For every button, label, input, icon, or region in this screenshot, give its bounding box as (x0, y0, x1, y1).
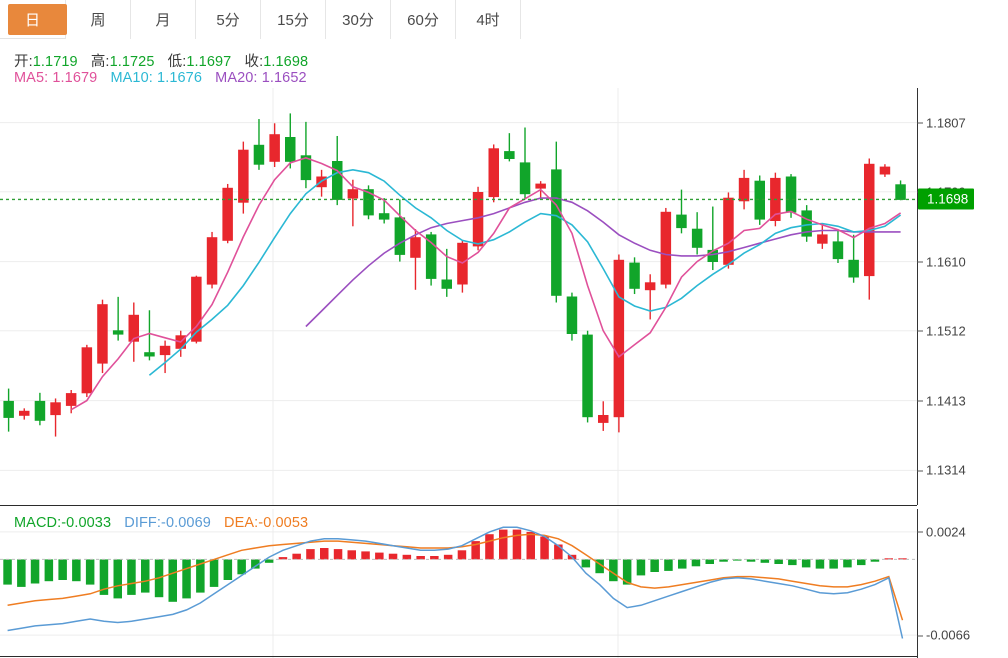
ma5-value: 1.1679 (52, 70, 98, 86)
tab-4hour[interactable]: 4时 (456, 0, 521, 39)
tab-60min-label: 60分 (407, 12, 439, 29)
tab-60min[interactable]: 60分 (391, 0, 456, 39)
macd-legend: MACD:-0.0033 DIFF:-0.0069 DEA:-0.0053 (14, 515, 308, 531)
tab-5min-label: 5分 (216, 12, 240, 29)
macd-svg (0, 509, 917, 658)
low-value: 1.1697 (186, 54, 232, 70)
macd-axis-line (917, 509, 918, 658)
main-panel-bottom-border (0, 505, 917, 506)
candlestick-chart[interactable] (0, 88, 917, 505)
price-tick: 1.1512 (917, 323, 966, 338)
ohlc-legend: 开:1.1719 高:1.1725 低:1.1697 收:1.1698 (14, 50, 308, 71)
ma20-value: 1.1652 (261, 70, 307, 86)
open-value: 1.1719 (32, 54, 78, 70)
tab-30min[interactable]: 30分 (326, 0, 391, 39)
dea-value: -0.0053 (258, 515, 309, 531)
price-tick: 1.1807 (917, 115, 966, 130)
tab-day-label: 日 (24, 12, 40, 29)
ma-legend: MA5: 1.1679 MA10: 1.1676 MA20: 1.1652 (14, 70, 307, 86)
high-value: 1.1725 (109, 54, 155, 70)
price-tick: 1.1610 (917, 254, 966, 269)
tab-day[interactable]: 日 (0, 0, 67, 39)
price-tick: 1.1413 (917, 393, 966, 408)
tab-week-label: 周 (90, 12, 106, 29)
close-label: 收: (244, 54, 264, 70)
open-label: 开: (14, 54, 33, 70)
price-axis-line (917, 88, 918, 505)
ma5-label: MA5: (14, 70, 49, 86)
tab-15min[interactable]: 15分 (261, 0, 326, 39)
tab-week[interactable]: 周 (66, 0, 131, 39)
macd-value: -0.0033 (61, 515, 112, 531)
macd-panel-bottom-border (0, 656, 917, 657)
price-tick: 1.1314 (917, 463, 966, 478)
diff-value: -0.0069 (161, 515, 211, 531)
tab-30min-label: 30分 (342, 12, 374, 29)
high-label: 高: (90, 54, 110, 70)
low-label: 低: (167, 54, 187, 70)
current-price-badge: 1.1698 (918, 188, 975, 210)
macd-tick: 0.0024 (917, 524, 966, 539)
tab-5min[interactable]: 5分 (196, 0, 261, 39)
candlestick-svg (0, 88, 917, 505)
diff-label: DIFF: (124, 515, 162, 531)
tab-month-label: 月 (155, 12, 171, 29)
close-value: 1.1698 (263, 54, 309, 70)
dea-label: DEA: (224, 515, 259, 531)
tab-4hour-label: 4时 (476, 12, 500, 29)
tab-15min-label: 15分 (277, 12, 309, 29)
tab-bar-filler (521, 0, 1008, 39)
tab-active-pill (8, 4, 67, 35)
macd-chart[interactable] (0, 509, 917, 658)
period-tab-bar[interactable]: 日 周 月 5分 15分 30分 60分 4时 (0, 0, 1008, 39)
ma10-label: MA10: (110, 70, 153, 86)
ma20-label: MA20: (215, 70, 258, 86)
ma10-value: 1.1676 (157, 70, 202, 86)
macd-tick: -0.0066 (917, 628, 970, 643)
macd-label: MACD: (14, 515, 62, 531)
tab-month[interactable]: 月 (131, 0, 196, 39)
macd-axis: 0.0024 -0.0066 (917, 509, 1008, 658)
